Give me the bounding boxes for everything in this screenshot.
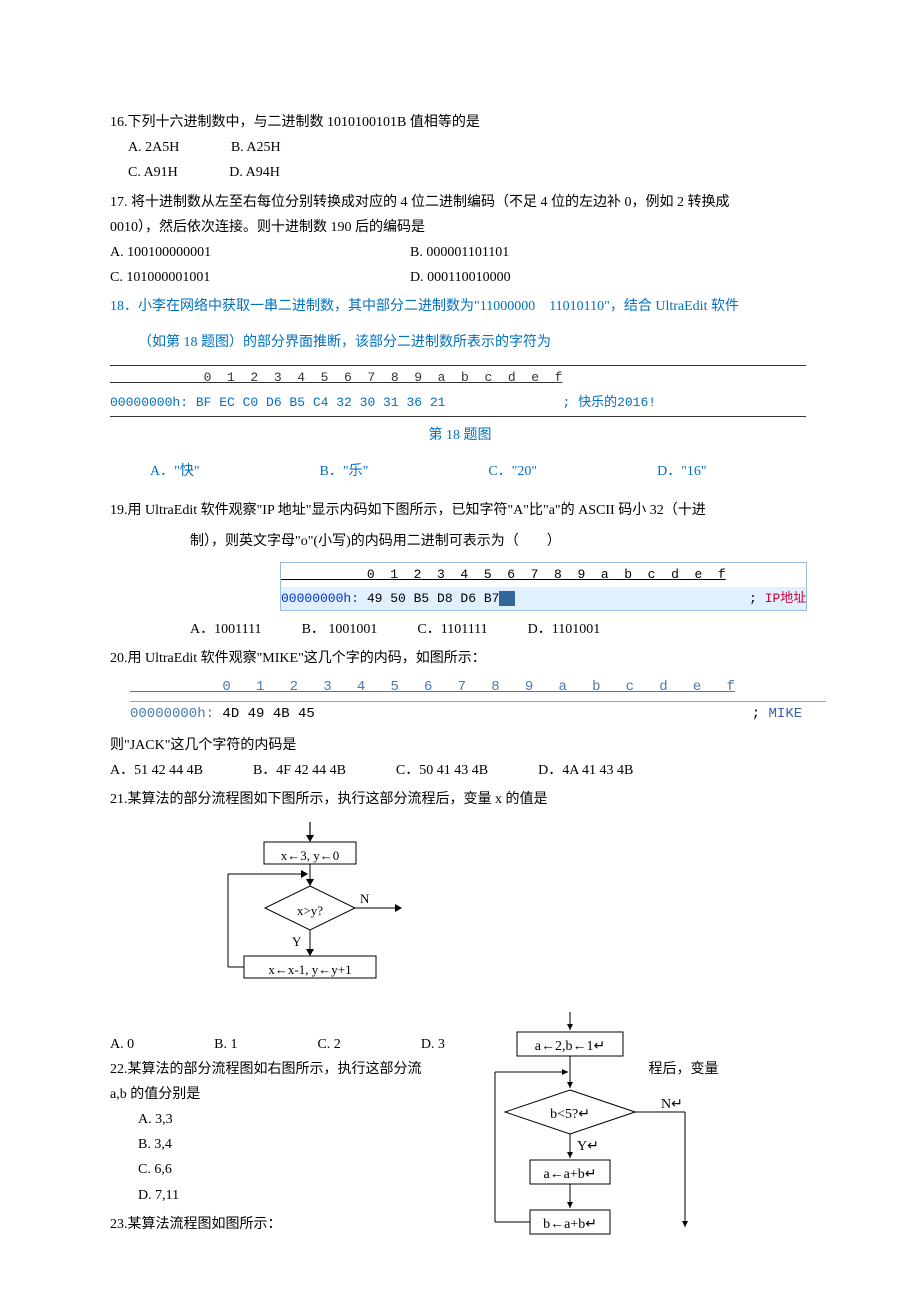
q22-s1: a←a+b↵ [530,1162,610,1187]
q18-stem1: 18．小李在网络中获取一串二进制数，其中部分二进制数为"11000000 110… [110,294,810,319]
q20-hexrow: 00000000h: 4D 49 4B 45 ; MIKE [130,702,826,727]
q22-stem-row: 22.某算法的部分流程图如右图所示，执行这部分流 程后，变量 [110,1057,810,1082]
q20-addr: 00000000h: [130,706,214,722]
q18-caption: 第 18 题图 [110,423,810,448]
q22-s2: b←a+b↵ [530,1212,610,1237]
q19-bytes: 49 50 B5 D8 D6 B7 [359,591,499,606]
q21-step: x←x-1, y←y+1 [244,958,376,981]
q17-opt-c: C. 101000001001 [110,265,410,290]
q16-opt-c: C. A91H [110,160,178,185]
q19-stem2: 制），则英文字母"o"(小写)的内码用二进制可表示为（ ） [110,529,810,554]
q19-suffix: ; [515,591,765,606]
q22-n: N↵ [661,1092,683,1117]
q21-opt-b: B. 1 [214,1032,237,1057]
q20-opt-c: C．50 41 43 4B [396,758,488,783]
q20: 20.用 UltraEdit 软件观察"MIKE"这几个字的内码，如图所示： 0… [110,646,810,783]
q20-hexwrap: 0 1 2 3 4 5 6 7 8 9 a b c d e f 00000000… [130,675,810,726]
q22-stem1: 22.某算法的部分流程图如右图所示，执行这部分流 [110,1062,422,1077]
q21-cond: x>y? [265,899,355,922]
q21-flowchart: x←3, y←0 x>y? x←x-1, y←y+1 N Y [220,822,420,1021]
q22-opt-b: B. 3,4 [110,1132,810,1157]
q19-opt-a: A．1001111 [190,617,262,642]
q20-bytes: 4D 49 4B 45 ; [214,706,769,722]
q20-opt-a: A．51 42 44 4B [110,758,203,783]
q18: 18．小李在网络中获取一串二进制数，其中部分二进制数为"11000000 110… [110,294,810,484]
q22-opt-a: A. 3,3 [110,1107,810,1132]
q20-hex-header: 0 1 2 3 4 5 6 7 8 9 a b c d e f [130,675,826,701]
q19-hexview: 0 1 2 3 4 5 6 7 8 9 a b c d e f00000000h… [280,562,807,611]
q20-opt-b: B．4F 42 44 4B [253,758,346,783]
q19-sel [499,591,515,606]
q16-opts2: C. A91H D. A94H [110,160,810,185]
q22-cond: b<5?↵ [505,1102,635,1127]
q18-opt-b: B．"乐" [320,459,369,484]
q21-opts: A. 0 B. 1 C. 2 D. 3 [110,1032,810,1057]
q18-opt-a: A．"快" [150,459,200,484]
q17-opts-row2: C. 101000001001 D. 000110010000 [110,265,810,290]
q23-stem: 23.某算法流程图如图所示： [110,1212,810,1237]
q23: 23.某算法流程图如图所示： [110,1212,810,1237]
q22-flowchart-wrap: a←2,b←1↵ b<5?↵ a←a+b↵ b←a+b↵ N↵ Y↵ [485,1012,705,1282]
q22: 22.某算法的部分流程图如右图所示，执行这部分流 程后，变量 a,b 的值分别是… [110,1057,810,1208]
q22-init: a←2,b←1↵ [517,1034,623,1059]
q21-n: N [360,887,369,910]
q17-opt-d: D. 000110010000 [410,265,511,290]
q21-opt-c: C. 2 [317,1032,340,1057]
q20-opts: A．51 42 44 4B B．4F 42 44 4B C．50 41 43 4… [110,758,810,783]
q18-opts: A．"快" B．"乐" C．"20" D．"16" [110,459,810,484]
q17-opt-b: B. 000001101101 [410,240,509,265]
bottom-block: a←2,b←1↵ b<5?↵ a←a+b↵ b←a+b↵ N↵ Y↵ A. 0 … [110,1032,810,1238]
q22-stem2: a,b 的值分别是 [110,1082,810,1107]
q21: 21.某算法的部分流程图如下图所示，执行这部分流程后，变量 x 的值是 [110,787,810,1021]
q17-stem2: 0010），然后依次连接。则十进制数 190 后的编码是 [110,215,810,240]
q21-stem: 21.某算法的部分流程图如下图所示，执行这部分流程后，变量 x 的值是 [110,787,810,812]
q19-hex-header: 0 1 2 3 4 5 6 7 8 9 a b c d e f [281,563,806,586]
q16-opt-a: A. 2A5H [110,135,179,160]
q19-opt-c: C．1101111 [417,617,487,642]
q16-opts: A. 2A5H B. A25H [110,135,810,160]
q19-hex-row: 00000000h: 49 50 B5 D8 D6 B7 ; IP地址 [281,587,806,610]
q18-hex-row: 00000000h: BF EC C0 D6 B5 C4 32 30 31 36… [110,389,806,416]
q16: 16.下列十六进制数中，与二进制数 1010100101B 值相等的是 A. 2… [110,110,810,186]
q21-opt-a: A. 0 [110,1032,134,1057]
q20-stem: 20.用 UltraEdit 软件观察"MIKE"这几个字的内码，如图所示： [110,646,810,671]
q19-opt-d: D．1101001 [528,617,601,642]
q16-opt-b: B. A25H [213,135,281,160]
q21-opt-d: D. 3 [421,1032,445,1057]
q20-stem2: 则"JACK"这几个字符的内码是 [110,733,810,758]
q18-opt-c: C．"20" [488,459,537,484]
q17-opts-row1: A. 100100000001 B. 000001101101 [110,240,810,265]
q21-init: x←3, y←0 [264,844,356,867]
q17-opt-a: A. 100100000001 [110,240,410,265]
q18-hexview: 0 1 2 3 4 5 6 7 8 9 a b c d e f 00000000… [110,365,806,418]
q18-opt-d: D．"16" [657,459,707,484]
q19-stem1: 19.用 UltraEdit 软件观察"IP 地址"显示内码如下图所示，已知字符… [110,498,810,523]
q19: 19.用 UltraEdit 软件观察"IP 地址"显示内码如下图所示，已知字符… [110,498,810,642]
q18-hex-header: 0 1 2 3 4 5 6 7 8 9 a b c d e f [110,366,806,389]
q22-y: Y↵ [577,1134,599,1159]
q19-opts: A．1001111 B． 1001001 C．1101111 D．1101001 [110,617,810,642]
q17: 17. 将十进制数从左至右每位分别转换成对应的 4 位二进制编码（不足 4 位的… [110,190,810,291]
q22-opt-d: D. 7,11 [110,1183,810,1208]
q20-opt-d: D．4A 41 43 4B [538,758,633,783]
q19-label: IP地址 [765,591,807,606]
q22-opt-c: C. 6,6 [110,1157,810,1182]
q22-opts: A. 3,3 B. 3,4 C. 6,6 D. 7,11 [110,1107,810,1208]
q19-hexwrap: 0 1 2 3 4 5 6 7 8 9 a b c d e f00000000h… [280,562,810,611]
q21-y: Y [292,930,301,953]
q19-opt-b: B． 1001001 [302,617,378,642]
q16-stem: 16.下列十六进制数中，与二进制数 1010100101B 值相等的是 [110,110,810,135]
q17-stem1: 17. 将十进制数从左至右每位分别转换成对应的 4 位二进制编码（不足 4 位的… [110,190,810,215]
q19-addr: 00000000h: [281,591,359,606]
q20-label: MIKE [769,706,803,722]
q16-opt-d: D. A94H [211,160,280,185]
q18-stem2: （如第 18 题图）的部分界面推断，该部分二进制数所表示的字符为 [110,330,810,355]
q22-flowchart: a←2,b←1↵ b<5?↵ a←a+b↵ b←a+b↵ N↵ Y↵ [485,1012,705,1282]
